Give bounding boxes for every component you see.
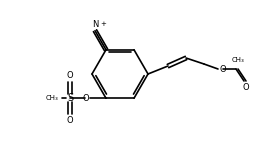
Text: +: + xyxy=(100,21,106,27)
Text: O: O xyxy=(83,94,89,103)
Text: CH₃: CH₃ xyxy=(45,95,58,101)
Text: O: O xyxy=(219,65,226,73)
Text: S: S xyxy=(67,93,73,103)
Text: O: O xyxy=(67,71,73,80)
Text: O: O xyxy=(243,83,249,92)
Text: O: O xyxy=(67,116,73,125)
Text: N: N xyxy=(92,20,98,29)
Text: CH₃: CH₃ xyxy=(232,57,244,63)
